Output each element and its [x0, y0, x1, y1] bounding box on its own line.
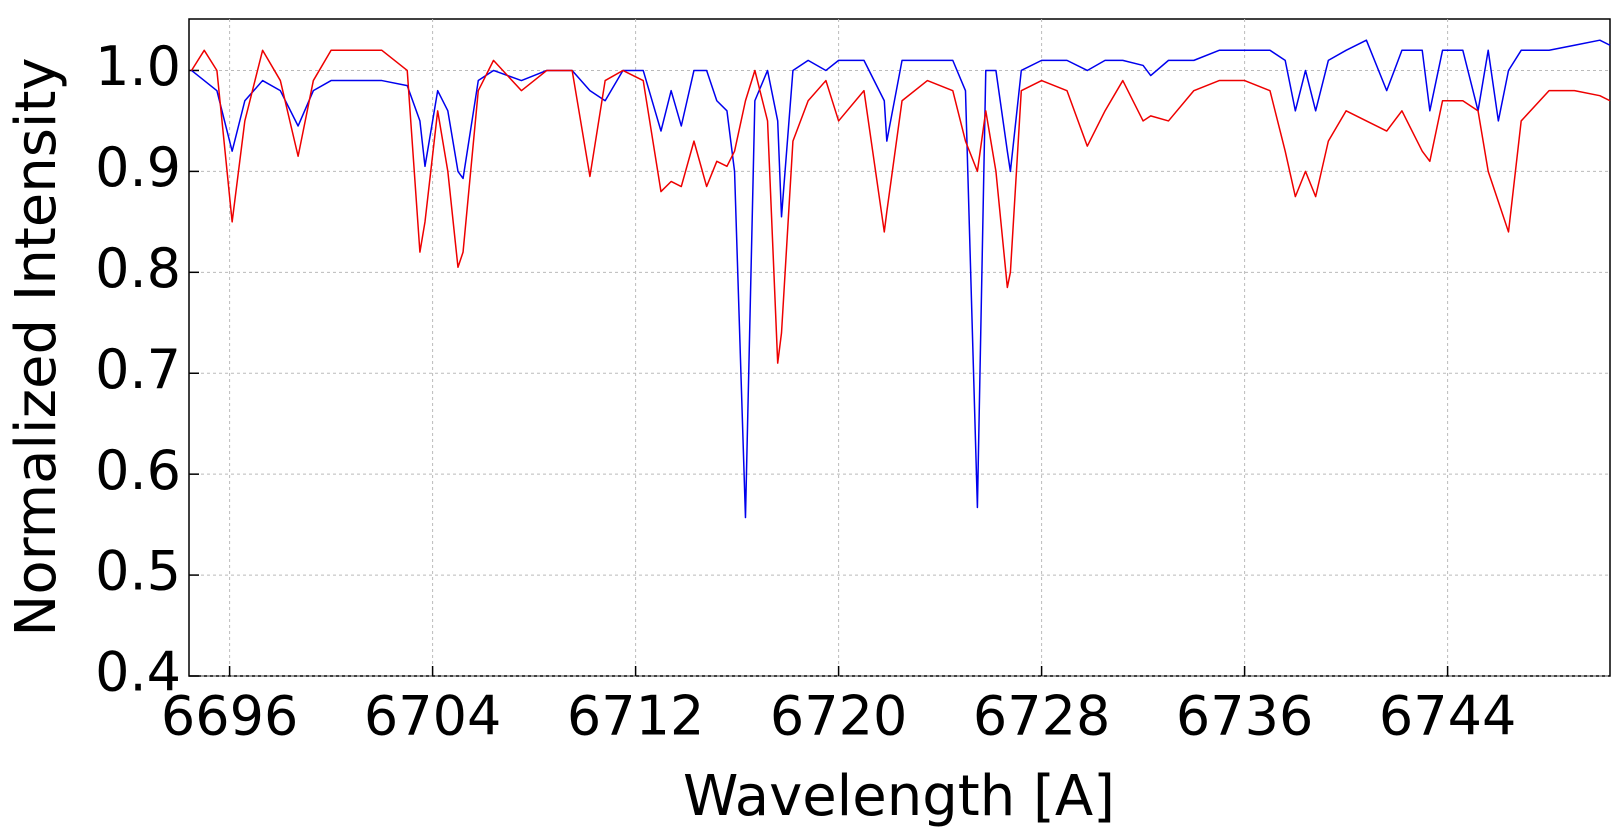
- y-tick-label: 0.5: [95, 540, 181, 603]
- y-axis-label: Normalized Intensity: [4, 57, 69, 636]
- x-tick-label: 6696: [161, 685, 298, 748]
- y-tick-label: 0.4: [95, 641, 181, 704]
- x-tick-label: 6720: [770, 685, 907, 748]
- spectrum-line: [190, 49, 1611, 364]
- x-tick-label: 6728: [973, 685, 1110, 748]
- y-tick-label: 0.7: [95, 338, 181, 401]
- x-tick-label: 6736: [1176, 685, 1313, 748]
- x-tick-label: 6704: [364, 685, 501, 748]
- y-tick-label: 0.8: [95, 237, 181, 300]
- y-tick-label: 0.9: [95, 136, 181, 199]
- x-axis-label: Wavelength [A]: [683, 764, 1115, 829]
- x-tick-label: 6744: [1379, 685, 1516, 748]
- y-tick-label: 0.6: [95, 439, 181, 502]
- y-tick-label: 1.0: [95, 35, 181, 98]
- x-tick-label: 6712: [567, 685, 704, 748]
- spectrum-line: [191, 39, 1611, 519]
